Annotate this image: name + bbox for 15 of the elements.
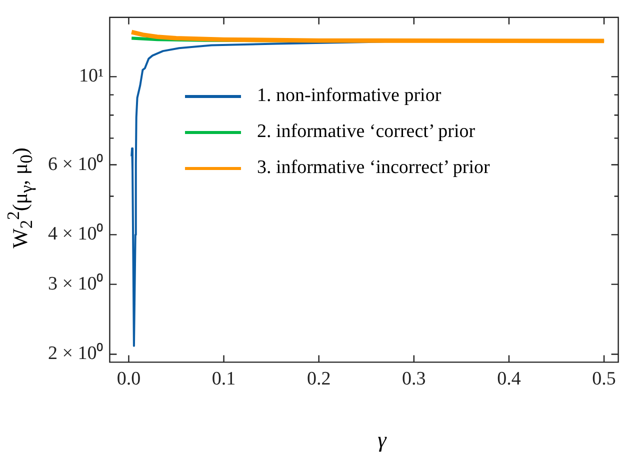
- x-axis-title: γ: [378, 427, 386, 453]
- x-tick-label: 0.4: [497, 368, 522, 390]
- legend-label: 3. informative ‘incorrect’ prior: [257, 157, 490, 179]
- x-tick-label: 0.1: [212, 368, 236, 390]
- x-tick-label: 0.0: [116, 368, 141, 390]
- x-tick-label: 0.3: [402, 368, 426, 390]
- legend-label: 2. informative ‘correct’ prior: [257, 121, 476, 143]
- y-tick-label: 6 × 10⁰: [48, 152, 104, 175]
- y-tick-label: 2 × 10⁰: [48, 342, 104, 364]
- y-tick-label: 4 × 10⁰: [48, 222, 104, 245]
- x-tick-label: 0.2: [306, 368, 331, 390]
- x-tick-label: 0.5: [592, 368, 616, 390]
- y-tick-label: 10¹: [79, 66, 104, 87]
- y-tick-label: 3 × 10⁰: [48, 272, 104, 294]
- legend-label: 1. non-informative prior: [257, 85, 442, 107]
